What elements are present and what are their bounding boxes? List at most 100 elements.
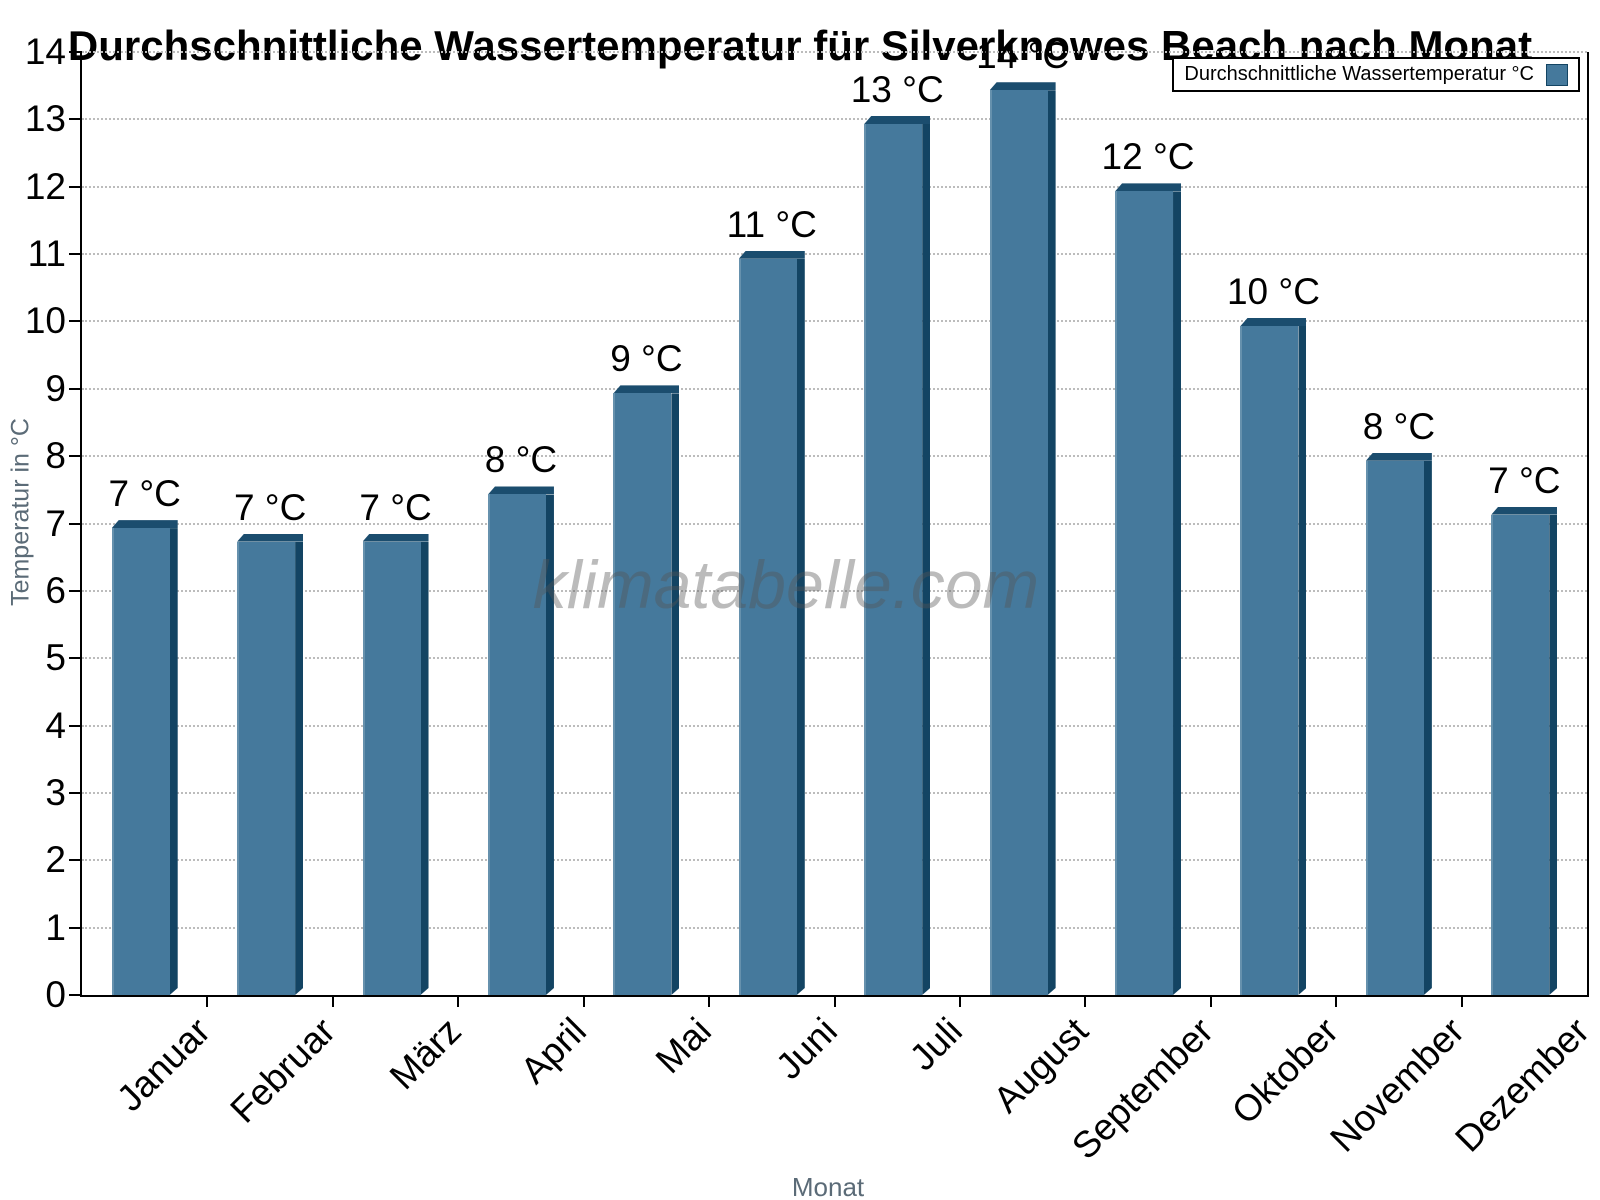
- bar-top-face: [362, 533, 429, 542]
- x-tick-mark-10: [1335, 997, 1338, 1007]
- y-tick-mark-3: [69, 791, 82, 794]
- gridline-2: [82, 859, 1587, 862]
- y-tick-label-12: 12: [24, 165, 66, 207]
- x-tick-label-november: November: [1322, 1010, 1472, 1160]
- y-tick-mark-13: [69, 118, 82, 121]
- gridline-4: [82, 724, 1587, 727]
- bar-front-face: [237, 541, 296, 995]
- legend-swatch: [1546, 63, 1568, 86]
- y-tick-label-0: 0: [45, 974, 66, 1015]
- y-tick-label-9: 9: [45, 367, 66, 409]
- x-tick-mark-4: [582, 997, 585, 1007]
- gridline-1: [82, 926, 1587, 929]
- y-tick-mark-8: [69, 455, 82, 458]
- x-tick-label-juli: Juli: [901, 1010, 971, 1079]
- gridline-12: [82, 185, 1587, 188]
- y-tick-mark-7: [69, 522, 82, 525]
- gridline-9: [82, 387, 1587, 390]
- bar-top-face: [487, 486, 554, 495]
- x-axis-title: Monat: [791, 1172, 865, 1200]
- x-tick-mark-5: [708, 997, 711, 1007]
- y-tick-mark-0: [69, 994, 82, 996]
- bar-front-face: [362, 541, 421, 995]
- x-tick-label-januar: Januar: [108, 1010, 218, 1119]
- bar-top-face: [738, 250, 805, 259]
- bar-value-label-september: 12 °C: [1101, 136, 1195, 178]
- bar-top-face: [864, 115, 931, 124]
- bar-mai: [613, 385, 680, 995]
- bar-april: [487, 486, 554, 995]
- x-axis-line: [80, 995, 1589, 997]
- bar-right-face: [922, 124, 930, 995]
- bar-august: [989, 82, 1056, 995]
- y-tick-mark-9: [69, 387, 82, 390]
- bar-value-label-dezember: 7 °C: [1488, 459, 1561, 501]
- y-tick-label-8: 8: [45, 435, 66, 477]
- bar-september: [1115, 183, 1182, 995]
- x-tick-mark-11: [1460, 997, 1463, 1007]
- bar-front-face: [1240, 326, 1299, 995]
- bar-right-face: [421, 542, 429, 995]
- bar-januar: [111, 520, 178, 995]
- bar-maerz: [362, 533, 429, 995]
- bar-juni: [738, 250, 805, 995]
- legend-label: Durchschnittliche Wassertemperatur °C: [1184, 63, 1534, 85]
- bar-right-face: [1173, 191, 1181, 995]
- bar-front-face: [1365, 460, 1424, 995]
- bar-right-face: [1424, 461, 1432, 995]
- bar-value-label-oktober: 10 °C: [1226, 271, 1320, 313]
- gridline-11: [82, 253, 1587, 256]
- x-tick-label-august: August: [985, 1010, 1096, 1121]
- y-axis-title: Temperatur in °C: [6, 418, 35, 606]
- x-tick-mark-2: [331, 997, 334, 1007]
- gridline-8: [82, 455, 1587, 458]
- gridline-10: [82, 320, 1587, 323]
- bar-right-face: [1549, 515, 1557, 995]
- bar-februar: [237, 533, 304, 995]
- bar-top-face: [613, 385, 680, 394]
- bar-juli: [864, 115, 931, 995]
- x-tick-label-maerz: März: [381, 1010, 469, 1098]
- x-tick-label-februar: Februar: [222, 1010, 344, 1131]
- y-tick-label-5: 5: [45, 637, 66, 679]
- bar-right-face: [671, 393, 679, 995]
- y-tick-mark-2: [69, 859, 82, 862]
- y-tick-mark-6: [69, 589, 82, 592]
- bar-front-face: [989, 90, 1048, 995]
- bar-front-face: [487, 494, 546, 995]
- x-tick-mark-9: [1209, 997, 1212, 1007]
- bar-top-face: [989, 82, 1056, 91]
- bar-right-face: [295, 542, 303, 995]
- y-tick-label-4: 4: [45, 704, 66, 746]
- bar-right-face: [797, 259, 805, 995]
- x-tick-mark-6: [833, 997, 836, 1007]
- bar-right-face: [1048, 90, 1056, 995]
- y-tick-label-2: 2: [45, 839, 66, 881]
- y-tick-mark-1: [69, 926, 82, 929]
- bar-value-label-mai: 9 °C: [610, 338, 683, 380]
- y-tick-mark-4: [69, 724, 82, 727]
- y-tick-label-11: 11: [27, 233, 66, 275]
- x-tick-label-dezember: Dezember: [1447, 1010, 1598, 1160]
- y-tick-mark-14: [69, 51, 82, 53]
- bar-front-face: [613, 393, 672, 995]
- x-tick-mark-8: [1084, 997, 1087, 1007]
- bar-value-label-april: 8 °C: [484, 439, 558, 481]
- y-tick-label-1: 1: [45, 906, 66, 948]
- gridline-5: [82, 657, 1587, 660]
- bar-right-face: [1298, 326, 1306, 995]
- bar-top-face: [111, 520, 178, 529]
- bar-value-label-august: 14 °C: [976, 35, 1070, 77]
- gridline-7: [82, 522, 1587, 525]
- bar-top-face: [1491, 506, 1558, 515]
- bar-value-label-maerz: 7 °C: [359, 486, 432, 528]
- y-tick-mark-11: [69, 253, 82, 256]
- x-tick-label-april: April: [512, 1010, 594, 1092]
- x-tick-mark-3: [457, 997, 460, 1007]
- bar-front-face: [1115, 191, 1174, 995]
- y-tick-label-14: 14: [24, 31, 66, 72]
- bar-top-face: [1240, 318, 1307, 327]
- bar-value-label-juli: 13 °C: [850, 68, 944, 110]
- gridline-3: [82, 791, 1587, 794]
